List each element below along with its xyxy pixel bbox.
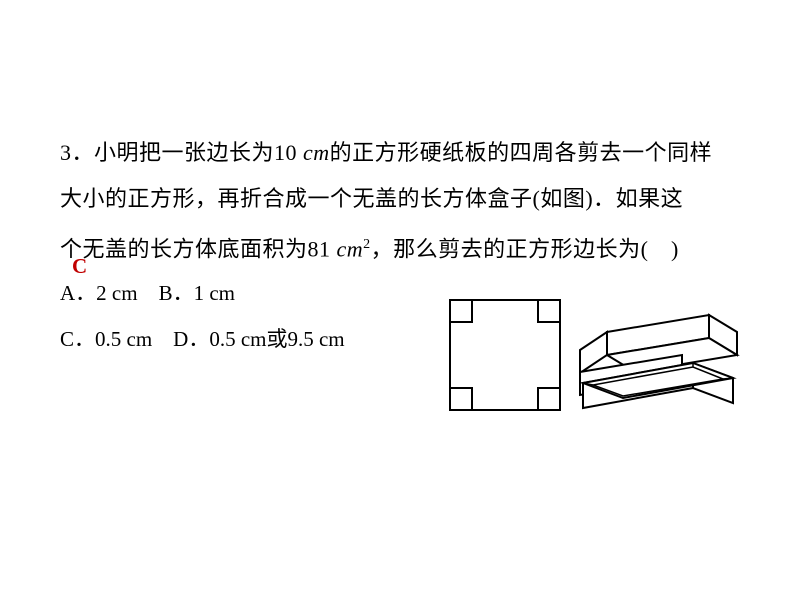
t3sup: 2 <box>363 237 371 252</box>
t3c: ，那么剪去的正方形边长为( ) <box>371 236 679 261</box>
option-row-cd: C．0.5 cm D．0.5 cm或9.5 cm <box>60 316 345 362</box>
t1unit: cm <box>303 140 330 165</box>
problem-text: 3．小明把一张边长为10 cm的正方形硬纸板的四周各剪去一个同样 大小的正方形，… <box>60 130 740 272</box>
figure-svg <box>445 295 745 425</box>
figure <box>445 295 745 430</box>
t1a: ．小明把一张边长为 <box>72 140 275 165</box>
flat-net <box>450 300 560 410</box>
t3b: 81 <box>308 236 337 261</box>
t2: 大小的正方形，再折合成一个无盖的长方体盒子(如图)．如果这 <box>60 186 683 211</box>
problem-block: 3．小明把一张边长为10 cm的正方形硬纸板的四周各剪去一个同样 大小的正方形，… <box>60 130 740 272</box>
t1c: 的正方形硬纸板的四周各剪去一个同样 <box>330 140 713 165</box>
t1b: 10 <box>274 140 303 165</box>
t3a: 个无盖的长方体底面积为 <box>60 236 308 261</box>
options-block: A．2 cm B．1 cm C．0.5 cm D．0.5 cm或9.5 cm <box>60 270 345 362</box>
problem-number: 3 <box>60 140 72 165</box>
option-row-ab: A．2 cm B．1 cm <box>60 270 345 316</box>
t3unit: cm <box>337 236 364 261</box>
